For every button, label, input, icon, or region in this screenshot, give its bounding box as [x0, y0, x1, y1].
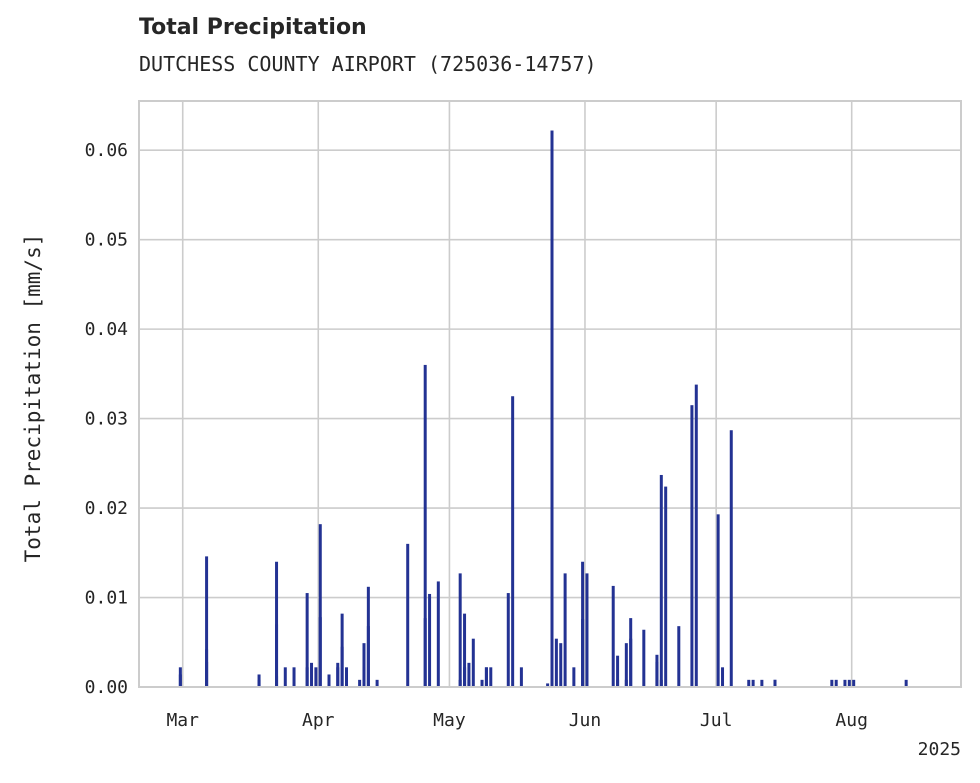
- precip-bar: [546, 683, 550, 687]
- x-tick-label: May: [433, 710, 466, 731]
- x-tick-label: Aug: [835, 710, 868, 731]
- precip-bar: [581, 619, 585, 687]
- precip-bar: [843, 679, 847, 687]
- precip-bar: [366, 626, 370, 687]
- precip-bar: [463, 613, 467, 687]
- chart-subtitle: DUTCHESS COUNTY AIRPORT (725036-14757): [139, 52, 597, 76]
- precip-bar: [585, 573, 589, 687]
- precip-bar: [471, 638, 475, 687]
- precip-bar: [506, 593, 510, 687]
- precip-bar: [716, 514, 720, 687]
- precip-bar: [318, 617, 322, 687]
- precip-bar: [336, 662, 340, 687]
- grid-lines: [139, 101, 961, 688]
- precip-bar: [423, 364, 427, 687]
- y-tick-label: 0.00: [85, 677, 128, 698]
- precip-bar: [406, 543, 410, 687]
- precip-bar: [616, 655, 620, 687]
- precip-bar: [467, 662, 471, 687]
- precip-bar: [852, 679, 856, 687]
- y-tick-label: 0.04: [85, 319, 128, 340]
- y-tick-label: 0.01: [85, 588, 128, 609]
- y-tick-label: 0.03: [85, 409, 128, 430]
- precip-bar: [480, 679, 484, 687]
- precip-bar: [616, 679, 620, 687]
- precip-bar: [729, 430, 733, 687]
- precip-bar: [677, 626, 681, 687]
- precip-bar: [659, 474, 663, 687]
- precip-bar: [511, 396, 515, 687]
- precip-bar: [773, 679, 777, 687]
- precip-bar: [747, 679, 751, 687]
- precip-bar: [484, 667, 488, 687]
- precip-bar: [436, 581, 440, 687]
- precip-bar: [463, 667, 467, 687]
- precip-bar: [358, 679, 362, 687]
- precip-bar: [205, 556, 209, 687]
- precip-bar: [554, 638, 558, 687]
- precip-bar: [428, 593, 432, 687]
- precip-bar: [834, 679, 838, 687]
- precip-bar: [327, 674, 331, 687]
- precip-bar: [345, 667, 348, 687]
- precip-bar: [205, 661, 209, 687]
- precip-bar: [760, 679, 764, 687]
- precip-bar: [489, 667, 493, 687]
- precip-bar: [904, 679, 908, 687]
- precip-bar: [467, 679, 471, 687]
- precip-bar: [751, 679, 755, 687]
- y-axis-label: Total Precipitation [mm/s]: [21, 234, 45, 563]
- y-tick-label: 0.05: [85, 230, 128, 251]
- precip-bar: [559, 643, 563, 687]
- precip-bar: [257, 679, 261, 687]
- x-tick-label: Mar: [166, 710, 199, 731]
- x-tick-label: Jul: [700, 710, 733, 731]
- precip-bar: [178, 667, 182, 687]
- precip-bar: [624, 643, 628, 687]
- precip-bar: [694, 384, 698, 687]
- precip-bar: [519, 667, 523, 687]
- precip-bar: [847, 679, 851, 687]
- precip-bar: [572, 667, 576, 687]
- precip-bar: [550, 130, 554, 687]
- precip-bar: [275, 676, 279, 687]
- y-tick-label: 0.06: [85, 140, 128, 161]
- plot-frame: [138, 100, 962, 688]
- precip-bar: [563, 573, 567, 687]
- bar-series: [178, 130, 908, 687]
- precip-bar: [550, 667, 554, 687]
- precip-bar: [655, 661, 659, 687]
- x-tick-labels: Mar Apr May Jun Jul Aug: [166, 710, 867, 731]
- precip-bar: [292, 667, 296, 687]
- precip-bar: [721, 667, 725, 687]
- precip-bar: [310, 662, 314, 687]
- precip-bar: [318, 524, 322, 687]
- chart-title: Total Precipitation: [139, 15, 367, 40]
- precip-bar: [458, 573, 462, 687]
- precip-bar: [664, 486, 668, 687]
- precip-bar: [830, 679, 834, 687]
- precip-bar: [624, 679, 628, 687]
- precip-bar: [642, 629, 646, 687]
- precip-bar: [375, 679, 379, 687]
- precip-bar: [340, 646, 344, 687]
- precip-bar: [362, 643, 366, 687]
- y-tick-label: 0.02: [85, 498, 128, 519]
- precip-bar: [314, 667, 318, 687]
- precip-bar: [629, 638, 633, 687]
- x-tick-label: Apr: [302, 710, 335, 731]
- precip-bar: [305, 593, 309, 687]
- precip-bar: [275, 624, 279, 687]
- y-tick-labels: 0.00 0.01 0.02 0.03 0.04 0.05 0.06: [85, 140, 128, 698]
- precip-bar: [690, 405, 694, 687]
- precip-bar: [611, 585, 615, 687]
- precip-bar: [283, 667, 287, 687]
- precip-bar: [362, 667, 366, 687]
- x-tick-label: Jun: [569, 710, 602, 731]
- year-label: 2025: [918, 739, 961, 760]
